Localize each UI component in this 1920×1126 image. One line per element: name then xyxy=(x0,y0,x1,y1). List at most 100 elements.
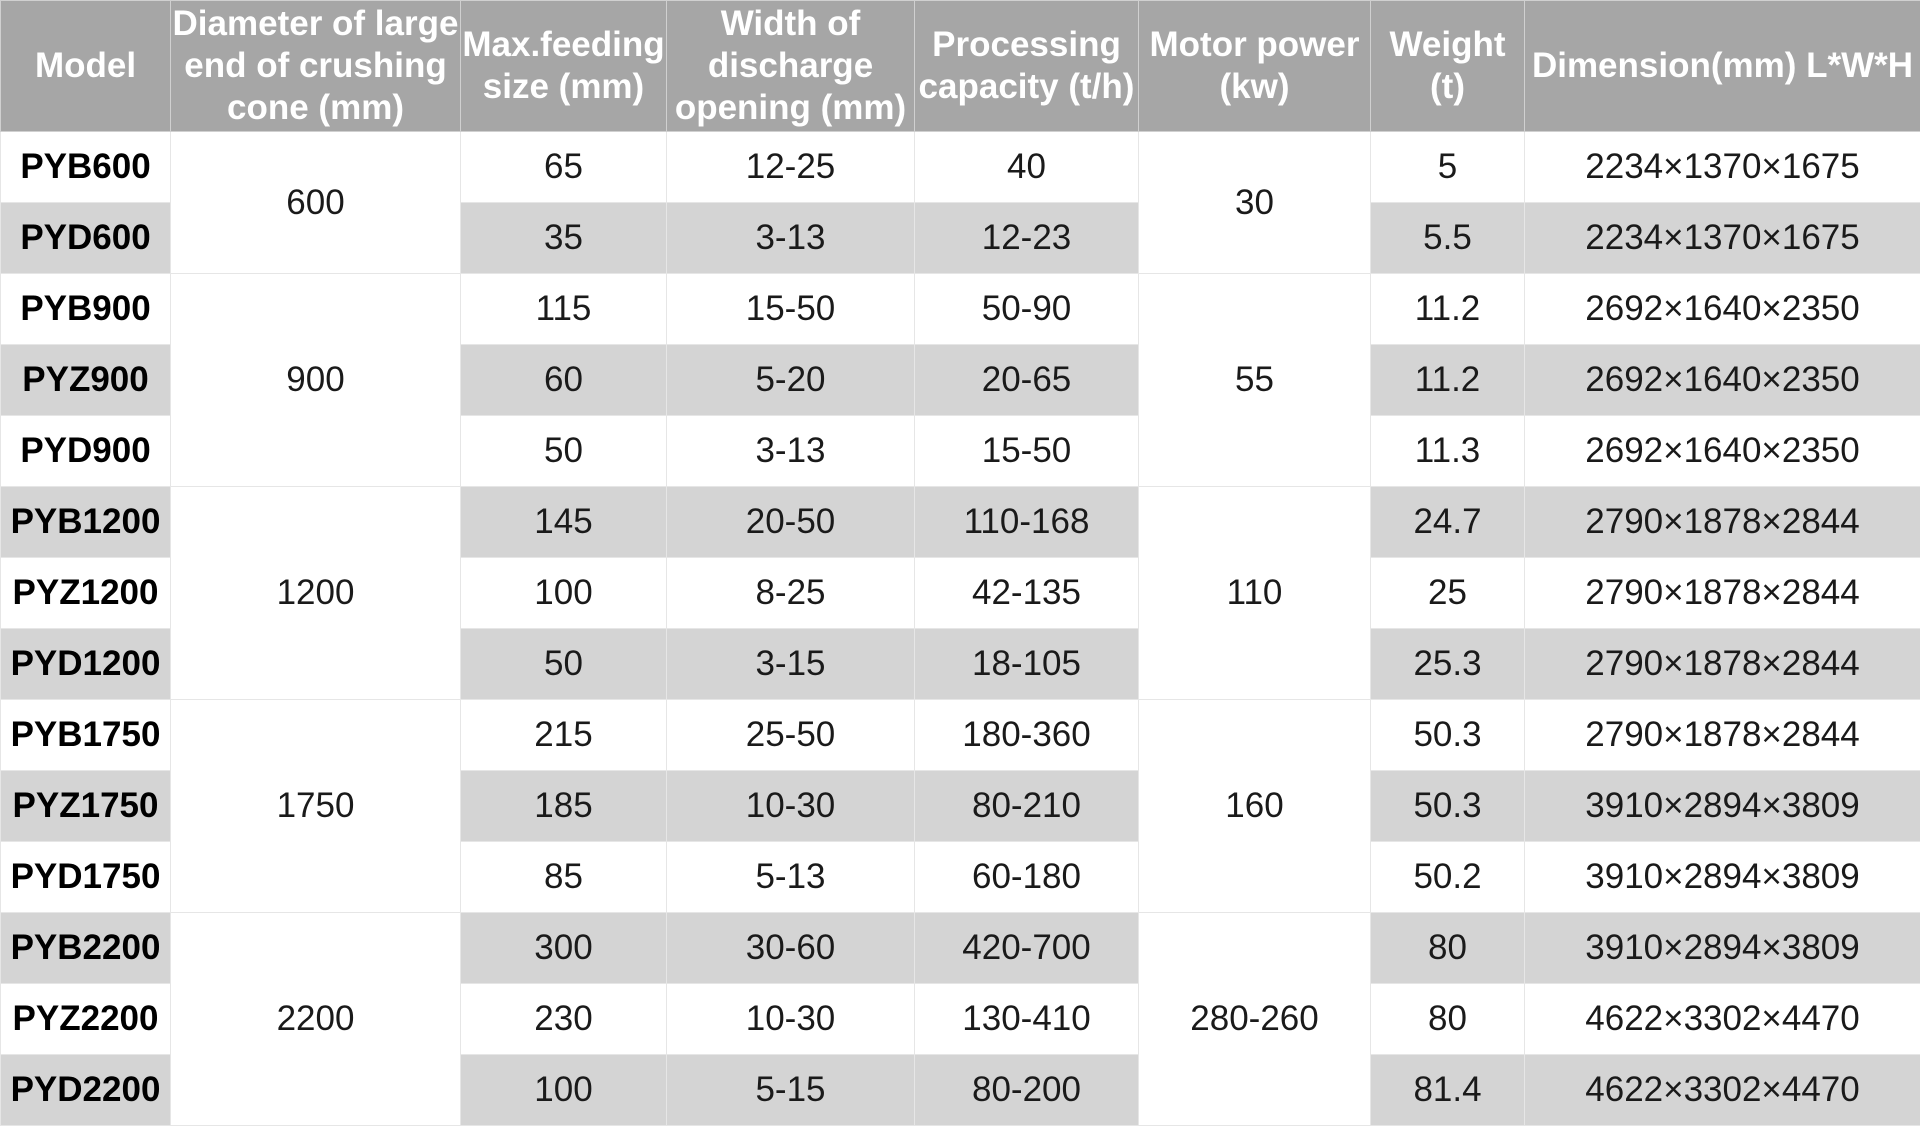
capacity-cell: 80-210 xyxy=(914,770,1139,842)
table-row: PYB900 900 115 15-50 50-90 55 11.2 2692×… xyxy=(0,273,1920,487)
dimension-cell: 2692×1640×2350 xyxy=(1524,415,1920,487)
header-motor-power: Motor power (kw) xyxy=(1138,0,1371,132)
diameter-cell: 1750 xyxy=(170,699,461,913)
weight-cell: 11.3 xyxy=(1370,415,1525,487)
capacity-cell: 12-23 xyxy=(914,202,1139,274)
weight-cell: 11.2 xyxy=(1370,344,1525,416)
discharge-cell: 5-20 xyxy=(666,344,915,416)
feed-size-cell: 115 xyxy=(460,273,667,345)
table-row: PYZ1200 100 8-25 42-135 25 2790×1878×284… xyxy=(0,557,1920,629)
feed-size-cell: 60 xyxy=(460,344,667,416)
capacity-cell: 40 xyxy=(914,131,1139,203)
dimension-cell: 2790×1878×2844 xyxy=(1524,557,1920,629)
model-cell: PYD1200 xyxy=(0,628,171,700)
dimension-cell: 2790×1878×2844 xyxy=(1524,486,1920,558)
header-dimension: Dimension(mm) L*W*H xyxy=(1524,0,1920,132)
discharge-cell: 3-13 xyxy=(666,202,915,274)
diameter-cell: 600 xyxy=(170,131,461,274)
header-processing-capacity: Processing capacity (t/h) xyxy=(914,0,1139,132)
model-cell: PYD1750 xyxy=(0,841,171,913)
table-row: PYZ900 60 5-20 20-65 11.2 2692×1640×2350 xyxy=(0,344,1920,416)
header-model: Model xyxy=(0,0,171,132)
discharge-cell: 5-13 xyxy=(666,841,915,913)
dimension-cell: 2692×1640×2350 xyxy=(1524,273,1920,345)
dimension-cell: 4622×3302×4470 xyxy=(1524,983,1920,1055)
weight-cell: 81.4 xyxy=(1370,1054,1525,1126)
capacity-cell: 60-180 xyxy=(914,841,1139,913)
weight-cell: 25 xyxy=(1370,557,1525,629)
motor-power-cell: 110 xyxy=(1138,486,1371,700)
discharge-cell: 3-15 xyxy=(666,628,915,700)
discharge-cell: 12-25 xyxy=(666,131,915,203)
feed-size-cell: 50 xyxy=(460,628,667,700)
model-cell: PYD2200 xyxy=(0,1054,171,1126)
motor-power-cell: 30 xyxy=(1138,131,1371,274)
discharge-cell: 10-30 xyxy=(666,983,915,1055)
weight-cell: 25.3 xyxy=(1370,628,1525,700)
header-row: Model Diameter of large end of crushing … xyxy=(0,0,1920,132)
discharge-cell: 10-30 xyxy=(666,770,915,842)
capacity-cell: 80-200 xyxy=(914,1054,1139,1126)
weight-cell: 80 xyxy=(1370,983,1525,1055)
weight-cell: 50.3 xyxy=(1370,699,1525,771)
discharge-cell: 5-15 xyxy=(666,1054,915,1126)
dimension-cell: 3910×2894×3809 xyxy=(1524,841,1920,913)
capacity-cell: 130-410 xyxy=(914,983,1139,1055)
model-cell: PYB1750 xyxy=(0,699,171,771)
discharge-cell: 8-25 xyxy=(666,557,915,629)
motor-power-cell: 55 xyxy=(1138,273,1371,487)
capacity-cell: 50-90 xyxy=(914,273,1139,345)
model-cell: PYZ900 xyxy=(0,344,171,416)
header-weight: Weight (t) xyxy=(1370,0,1525,132)
table-row: PYD600 35 3-13 12-23 5.5 2234×1370×1675 xyxy=(0,202,1920,274)
feed-size-cell: 50 xyxy=(460,415,667,487)
capacity-cell: 42-135 xyxy=(914,557,1139,629)
table-row: PYD2200 100 5-15 80-200 81.4 4622×3302×4… xyxy=(0,1054,1920,1126)
model-cell: PYB1200 xyxy=(0,486,171,558)
table-row: PYB600 600 65 12-25 40 30 5 2234×1370×16… xyxy=(0,131,1920,274)
weight-cell: 5 xyxy=(1370,131,1525,203)
capacity-cell: 420-700 xyxy=(914,912,1139,984)
diameter-cell: 1200 xyxy=(170,486,461,700)
table-row: PYD1750 85 5-13 60-180 50.2 3910×2894×38… xyxy=(0,841,1920,913)
capacity-cell: 18-105 xyxy=(914,628,1139,700)
weight-cell: 50.3 xyxy=(1370,770,1525,842)
dimension-cell: 3910×2894×3809 xyxy=(1524,912,1920,984)
capacity-cell: 20-65 xyxy=(914,344,1139,416)
feed-size-cell: 230 xyxy=(460,983,667,1055)
feed-size-cell: 35 xyxy=(460,202,667,274)
discharge-cell: 25-50 xyxy=(666,699,915,771)
model-cell: PYZ1750 xyxy=(0,770,171,842)
discharge-cell: 30-60 xyxy=(666,912,915,984)
feed-size-cell: 300 xyxy=(460,912,667,984)
table-row: PYB1200 1200 145 20-50 110-168 110 24.7 … xyxy=(0,486,1920,700)
dimension-cell: 2234×1370×1675 xyxy=(1524,131,1920,203)
feed-size-cell: 100 xyxy=(460,557,667,629)
dimension-cell: 4622×3302×4470 xyxy=(1524,1054,1920,1126)
dimension-cell: 3910×2894×3809 xyxy=(1524,770,1920,842)
discharge-cell: 20-50 xyxy=(666,486,915,558)
dimension-cell: 2234×1370×1675 xyxy=(1524,202,1920,274)
motor-power-cell: 280-260 xyxy=(1138,912,1371,1126)
feed-size-cell: 215 xyxy=(460,699,667,771)
feed-size-cell: 65 xyxy=(460,131,667,203)
model-cell: PYB900 xyxy=(0,273,171,345)
capacity-cell: 15-50 xyxy=(914,415,1139,487)
table-row: PYB2200 2200 300 30-60 420-700 280-260 8… xyxy=(0,912,1920,1126)
header-max-feeding-size: Max.feeding size (mm) xyxy=(460,0,667,132)
table-row: PYB1750 1750 215 25-50 180-360 160 50.3 … xyxy=(0,699,1920,913)
feed-size-cell: 85 xyxy=(460,841,667,913)
table-body: PYB600 600 65 12-25 40 30 5 2234×1370×16… xyxy=(0,131,1920,1126)
capacity-cell: 110-168 xyxy=(914,486,1139,558)
weight-cell: 24.7 xyxy=(1370,486,1525,558)
weight-cell: 50.2 xyxy=(1370,841,1525,913)
model-cell: PYZ1200 xyxy=(0,557,171,629)
model-cell: PYB600 xyxy=(0,131,171,203)
diameter-cell: 900 xyxy=(170,273,461,487)
model-cell: PYZ2200 xyxy=(0,983,171,1055)
diameter-cell: 2200 xyxy=(170,912,461,1126)
dimension-cell: 2790×1878×2844 xyxy=(1524,628,1920,700)
discharge-cell: 3-13 xyxy=(666,415,915,487)
weight-cell: 11.2 xyxy=(1370,273,1525,345)
